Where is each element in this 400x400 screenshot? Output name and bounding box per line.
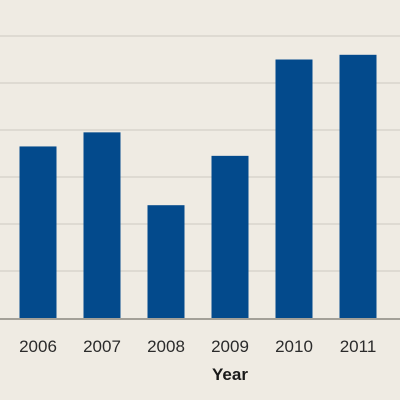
x-tick-label-2009: 2009	[211, 337, 249, 356]
x-tick-labels: 2006200720082009201020112012	[19, 337, 377, 356]
x-axis-title: Year	[212, 365, 248, 384]
bar-2007	[83, 132, 121, 318]
x-tick-label-2007: 2007	[83, 337, 121, 356]
bars	[19, 54, 377, 319]
bar-2006	[19, 146, 57, 318]
bar-2009	[211, 155, 249, 318]
x-tick-label-2010: 2010	[275, 337, 313, 356]
bar-2008	[147, 205, 185, 318]
x-tick-label-2006: 2006	[19, 337, 57, 356]
bar-2011	[339, 54, 377, 319]
x-tick-label-2011: 2011	[340, 337, 377, 356]
x-tick-label-2008: 2008	[147, 337, 185, 356]
grid-lines	[0, 35, 400, 272]
bar-2010	[275, 59, 313, 318]
